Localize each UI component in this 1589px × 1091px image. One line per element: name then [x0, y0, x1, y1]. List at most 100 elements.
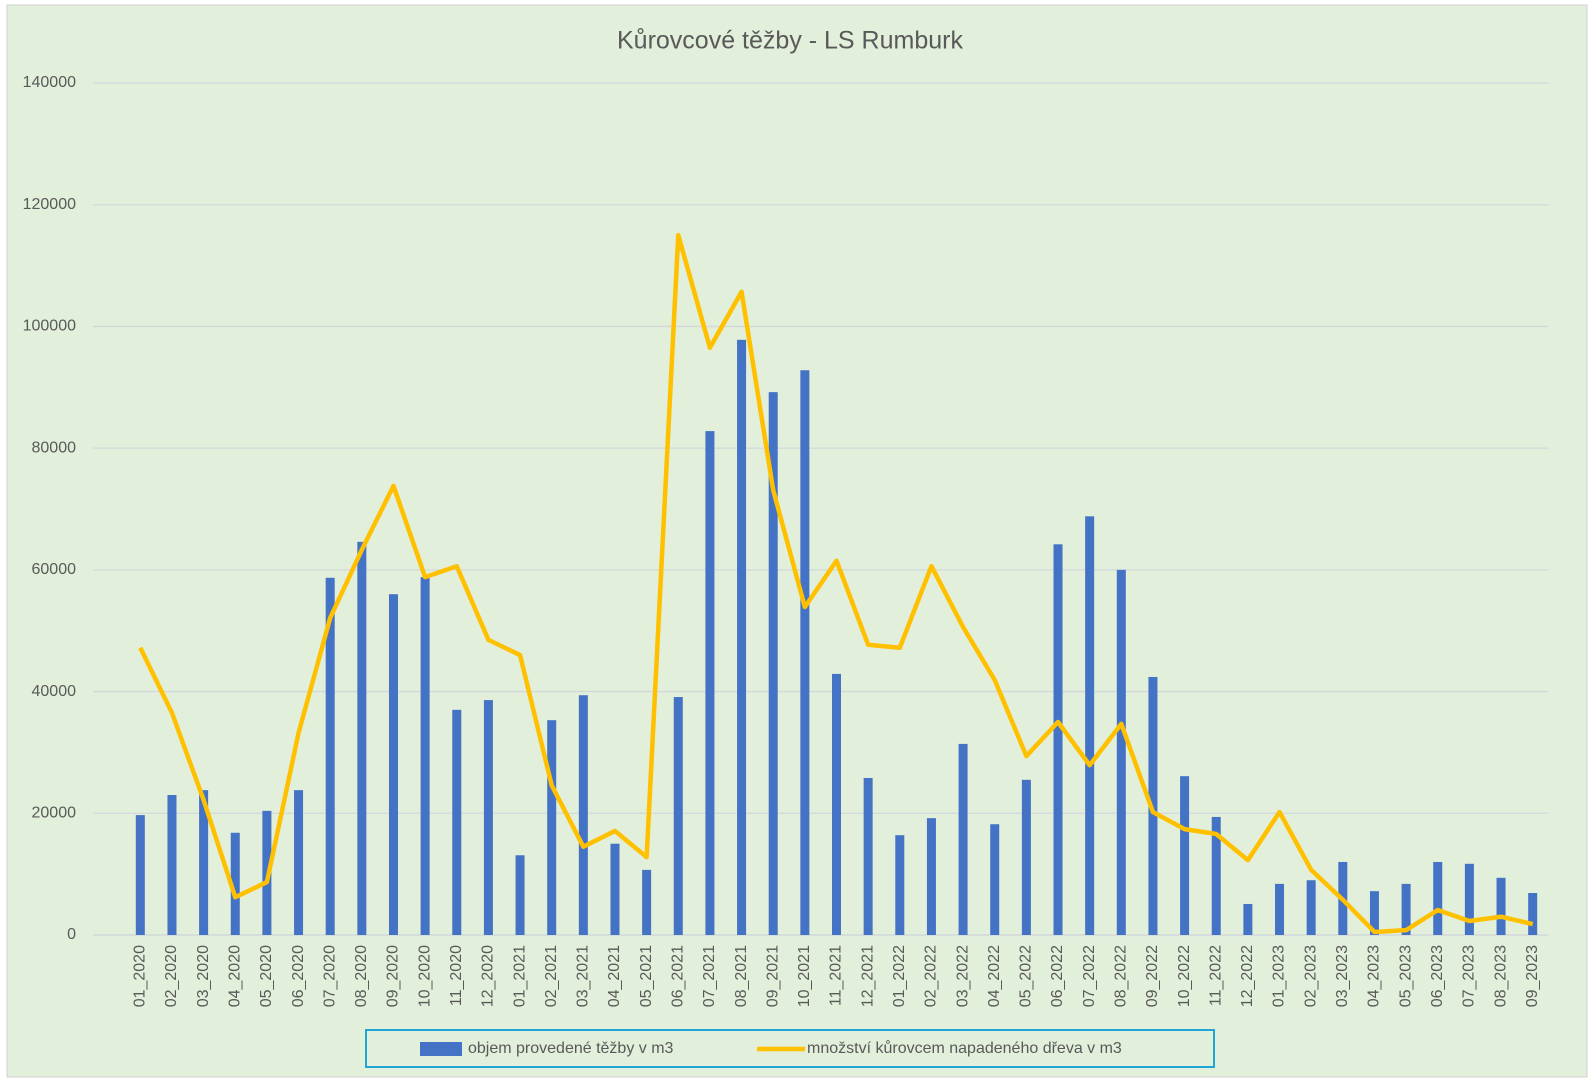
- bar: [547, 720, 557, 935]
- x-tick-label: 01_2020: [132, 945, 149, 1007]
- bar: [673, 697, 683, 935]
- x-tick-label: 08_2022: [1113, 945, 1130, 1007]
- x-tick-label: 12_2022: [1239, 945, 1256, 1007]
- bar: [230, 832, 240, 935]
- x-tick-label: 08_2020: [353, 945, 370, 1007]
- bar: [705, 431, 715, 935]
- x-tick-label: 12_2021: [859, 945, 876, 1007]
- x-tick-label: 01_2021: [511, 945, 528, 1007]
- x-tick-label: 01_2022: [891, 945, 908, 1007]
- y-tick-label: 100000: [23, 318, 76, 335]
- bar: [483, 700, 493, 935]
- bar: [800, 370, 810, 935]
- x-tick-label: 07_2021: [701, 945, 718, 1007]
- bar: [1496, 877, 1506, 935]
- bar: [135, 815, 145, 935]
- bar: [199, 790, 209, 935]
- bar: [325, 577, 335, 935]
- bar: [1243, 903, 1253, 935]
- bar: [420, 577, 430, 935]
- x-tick-label: 02_2023: [1302, 945, 1319, 1007]
- x-tick-label: 06_2021: [669, 945, 686, 1007]
- line: [138, 232, 1534, 935]
- x-tick-label: 07_2020: [321, 945, 338, 1007]
- legend-label: objem provedené těžby v m3: [468, 1040, 674, 1057]
- x-tick-label: 08_2023: [1492, 945, 1509, 1007]
- bar: [1085, 516, 1095, 935]
- bar: [1528, 893, 1538, 935]
- x-tick-label: 07_2023: [1461, 945, 1478, 1007]
- bar: [768, 392, 778, 935]
- x-tick-label: 03_2020: [195, 945, 212, 1007]
- x-tick-label: 03_2023: [1334, 945, 1351, 1007]
- bar: [958, 743, 968, 935]
- x-tick-label: 04_2022: [986, 945, 1003, 1007]
- x-tick-label: 10_2020: [416, 945, 433, 1007]
- bar: [737, 339, 747, 935]
- bar: [1275, 883, 1285, 935]
- legend-swatch: [420, 1042, 462, 1056]
- legend-label: množství kůrovcem napadeného dřeva v m3: [807, 1039, 1122, 1057]
- bar: [642, 869, 652, 935]
- bar: [1021, 779, 1031, 935]
- bar: [515, 855, 525, 935]
- bar: [294, 790, 304, 935]
- y-tick-label: 140000: [23, 74, 76, 91]
- x-tick-label: 05_2023: [1397, 945, 1414, 1007]
- bar: [863, 777, 873, 935]
- x-tick-label: 12_2020: [480, 945, 497, 1007]
- bar: [1369, 891, 1379, 935]
- bar: [832, 673, 841, 935]
- y-tick-label: 60000: [32, 561, 77, 578]
- x-tick-label: 04_2020: [226, 945, 243, 1007]
- bar: [895, 835, 905, 935]
- x-tick-label: 11_2020: [448, 945, 465, 1006]
- x-tick-label: 09_2021: [764, 945, 781, 1007]
- x-tick-label: 05_2020: [258, 945, 275, 1007]
- x-tick-label: 10_2022: [1176, 945, 1193, 1007]
- x-tick-label: 06_2020: [290, 945, 307, 1007]
- bar: [990, 824, 1000, 935]
- x-tick-label: 09_2020: [385, 945, 402, 1007]
- x-tick-label: 01_2023: [1271, 945, 1288, 1007]
- x-tick-label: 11_2022: [1207, 945, 1224, 1006]
- x-tick-label: 05_2022: [1018, 945, 1035, 1007]
- bar: [1401, 883, 1411, 935]
- bar: [452, 709, 462, 935]
- bar: [1306, 880, 1316, 935]
- bar: [578, 695, 588, 935]
- x-tick-label: 02_2021: [543, 945, 560, 1007]
- x-tick-label: 04_2021: [606, 945, 623, 1007]
- x-tick-label: 06_2022: [1049, 945, 1066, 1007]
- x-tick-label: 06_2023: [1429, 945, 1446, 1007]
- x-tick-label: 02_2022: [923, 945, 940, 1007]
- bar: [1180, 776, 1190, 935]
- x-tick-label: 09_2022: [1144, 945, 1161, 1007]
- x-tick-label: 04_2023: [1366, 945, 1383, 1007]
- bar: [1211, 816, 1221, 935]
- bar: [926, 818, 936, 935]
- y-tick-label: 40000: [32, 683, 77, 700]
- y-tick-label: 20000: [32, 805, 77, 822]
- bar: [1053, 544, 1063, 935]
- x-tick-label: 05_2021: [638, 945, 655, 1007]
- x-tick-label: 03_2022: [954, 945, 971, 1007]
- x-tick-label: 03_2021: [575, 945, 592, 1007]
- chart-background: [6, 4, 1588, 1078]
- bar: [1433, 861, 1443, 935]
- bar: [1116, 569, 1126, 935]
- y-tick-label: 120000: [23, 196, 76, 213]
- x-tick-label: 09_2023: [1524, 945, 1541, 1007]
- bar: [388, 594, 398, 935]
- bar: [1464, 863, 1474, 935]
- y-tick-label: 0: [67, 926, 76, 943]
- x-tick-label: 08_2021: [733, 945, 750, 1007]
- bar: [610, 843, 620, 935]
- x-tick-label: 10_2021: [796, 945, 813, 1007]
- bar: [357, 541, 367, 935]
- legend-box: [365, 1029, 1215, 1068]
- x-tick-label: 11_2021: [828, 945, 845, 1006]
- x-tick-label: 07_2022: [1081, 945, 1098, 1007]
- bar: [167, 795, 177, 935]
